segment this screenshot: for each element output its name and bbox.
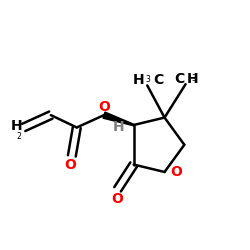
Text: O: O [65, 158, 76, 172]
Text: C: C [154, 73, 164, 87]
Text: O: O [170, 165, 182, 179]
Text: H: H [133, 73, 145, 87]
Text: O: O [112, 192, 124, 206]
Text: H: H [113, 120, 125, 134]
Text: H: H [186, 72, 198, 86]
Text: H: H [11, 120, 22, 134]
Text: O: O [98, 100, 110, 114]
Polygon shape [103, 112, 134, 126]
Text: C: C [174, 72, 184, 86]
Text: $_2$: $_2$ [16, 131, 22, 143]
Text: $_3$: $_3$ [145, 74, 151, 86]
Text: $_3$: $_3$ [191, 72, 197, 85]
